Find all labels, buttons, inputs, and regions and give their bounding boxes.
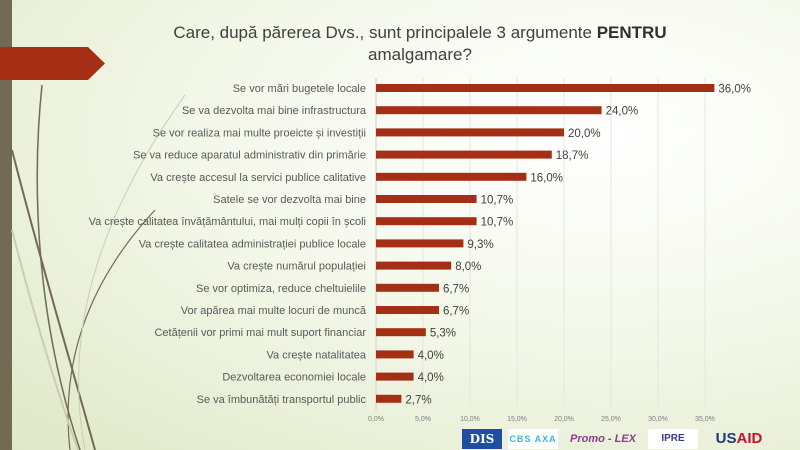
category-label: Satele se vor dezvolta mai bine xyxy=(213,194,366,206)
bar xyxy=(376,261,452,270)
bar xyxy=(376,84,715,92)
decorative-curves xyxy=(11,84,186,450)
sidebar-bar xyxy=(0,0,12,450)
bar xyxy=(376,239,464,248)
logo-dis: DIS xyxy=(462,428,502,449)
bar xyxy=(376,328,426,337)
title-main: Care, după părerea Dvs., sunt principale… xyxy=(173,23,592,42)
category-label: Dezvoltarea economiei locale xyxy=(222,372,366,384)
data-label: 6,7% xyxy=(443,306,469,318)
x-tick-label: 35,0% xyxy=(695,416,715,423)
data-label: 10,7% xyxy=(481,195,514,207)
data-label: 16,0% xyxy=(530,172,563,184)
x-tick-label: 20,0% xyxy=(554,416,574,423)
title-line2: amalgamare? xyxy=(368,45,472,64)
category-label: Se va dezvolta mai bine infrastructura xyxy=(182,105,367,117)
category-label: Va crește calitatea învățământului, mai … xyxy=(89,216,366,228)
category-label: Se vor mări bugetele locale xyxy=(233,83,366,95)
data-label: 20,0% xyxy=(568,128,601,140)
bar xyxy=(376,172,527,181)
bar xyxy=(376,350,414,359)
data-label: 2,7% xyxy=(405,394,431,406)
bar xyxy=(376,283,439,292)
category-label: Se va îmbunătăți transportul public xyxy=(197,394,367,406)
bar xyxy=(376,217,477,226)
data-label: 4,0% xyxy=(418,350,444,362)
data-label: 24,0% xyxy=(606,106,639,118)
category-label: Va crește numărul populației xyxy=(227,261,366,273)
data-label: 5,3% xyxy=(430,328,456,340)
category-label: Va crește natalitatea xyxy=(267,349,367,361)
x-tick-label: 0,0% xyxy=(368,416,384,423)
x-tick-label: 10,0% xyxy=(460,416,480,423)
category-label: Se va reduce aparatul administrativ din … xyxy=(133,150,366,162)
bar xyxy=(376,106,602,115)
data-label: 9,3% xyxy=(467,239,493,251)
x-tick-label: 30,0% xyxy=(648,416,668,423)
logo-usaid: US AID xyxy=(704,429,774,449)
category-label: Va crește calitatea administrației publi… xyxy=(139,238,366,250)
data-label: 10,7% xyxy=(481,217,514,229)
bar xyxy=(376,128,564,137)
usaid-us: US xyxy=(715,429,737,447)
data-label: 6,7% xyxy=(443,283,469,295)
bar xyxy=(376,306,439,314)
category-label: Se vor optimiza, reduce cheltuielile xyxy=(196,283,366,295)
data-label: 36,0% xyxy=(718,84,751,96)
category-label: Cetățenii vor primi mai mult suport fina… xyxy=(154,327,366,339)
category-label: Va crește accesul la servici publice cal… xyxy=(150,172,366,184)
chart-title: Care, după părerea Dvs., sunt principale… xyxy=(120,22,720,66)
logo-cbs-axa: CBS AXA xyxy=(508,428,558,449)
x-tick-label: 25,0% xyxy=(601,416,621,423)
usaid-aid: AID xyxy=(736,429,763,447)
x-tick-label: 5,0% xyxy=(415,416,431,423)
logo-promo-lex: Promo - LEX xyxy=(569,432,636,445)
data-label: 4,0% xyxy=(418,372,444,384)
x-tick-label: 15,0% xyxy=(507,416,527,423)
data-label: 18,7% xyxy=(556,150,589,162)
logo-ipre: IPRE xyxy=(648,428,698,449)
bar xyxy=(376,195,477,203)
title-bold: PENTRU xyxy=(596,23,667,42)
red-flag-decoration xyxy=(0,47,105,80)
category-label: Vor apărea mai multe locuri de muncă xyxy=(181,305,367,317)
bar xyxy=(376,394,402,403)
partner-logos: DIS CBS AXA Promo - LEX IPRE US AID xyxy=(462,428,774,449)
data-label: 8,0% xyxy=(455,261,481,273)
bar xyxy=(376,150,552,159)
category-label: Se vor realiza mai multe proeicte și inv… xyxy=(153,127,366,139)
bar xyxy=(376,372,414,381)
